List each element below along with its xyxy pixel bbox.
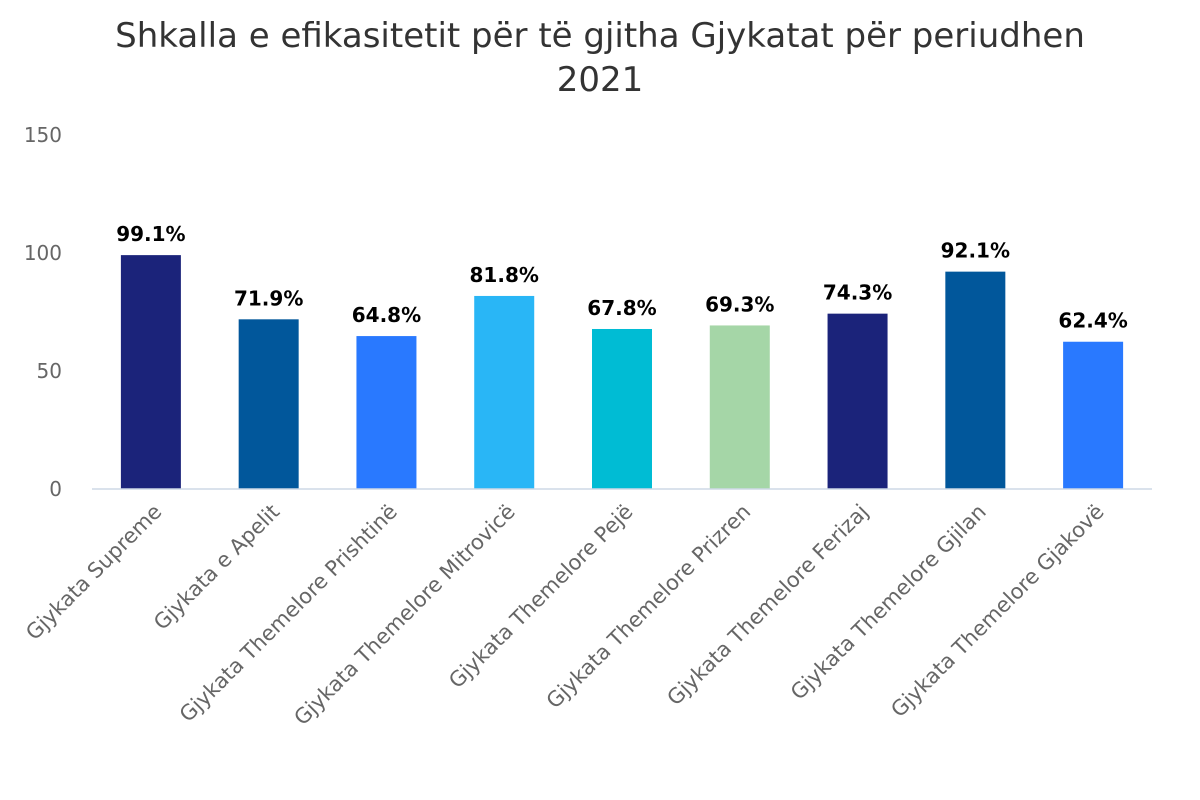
data-label: 92.1% <box>941 239 1010 263</box>
x-tick-label: Gjykata e Apelit <box>149 500 284 635</box>
x-tick-label: Gjykata Supreme <box>21 500 166 645</box>
y-tick-label: 0 <box>49 477 62 501</box>
y-axis: 0 50 100 150 <box>24 123 62 501</box>
data-label: 74.3% <box>823 281 892 305</box>
data-label: 99.1% <box>116 222 185 246</box>
data-label: 62.4% <box>1058 309 1127 333</box>
x-tick-label: Gjykata Themelore Mitrovicë <box>289 500 519 730</box>
x-tick-label: Gjykata Themelore Gjilan <box>786 500 991 705</box>
y-tick-label: 100 <box>24 241 62 265</box>
x-tick-label: Gjykata Themelore Ferizaj <box>662 500 873 711</box>
bar <box>474 295 535 489</box>
y-tick-label: 150 <box>24 123 62 147</box>
bar <box>120 255 181 489</box>
bar <box>827 313 888 489</box>
data-label: 69.3% <box>705 292 774 316</box>
data-labels: 99.1% 71.9% 64.8% 81.8% 67.8% 69.3% 74.3% 92.1%… <box>116 222 1128 333</box>
data-label: 67.8% <box>587 296 656 320</box>
x-tick-label: Gjykata Themelore Prizren <box>542 500 756 714</box>
bar <box>356 336 417 489</box>
bar <box>945 271 1006 489</box>
bars <box>120 255 1124 489</box>
x-tick-label: Gjykata Themelore Gjakovë <box>886 500 1108 722</box>
bar <box>592 328 652 489</box>
x-tick-label: Gjykata Themelore Prishtinë <box>175 500 402 727</box>
bar <box>1063 341 1124 489</box>
bar <box>238 319 299 489</box>
y-tick-label: 50 <box>37 359 62 383</box>
data-label: 71.9% <box>234 286 303 310</box>
bar <box>709 325 770 489</box>
data-label: 81.8% <box>470 263 539 287</box>
data-label: 64.8% <box>352 303 421 327</box>
chart-title: Shkalla e efikasitetit për të gjitha Gjy… <box>115 16 1085 100</box>
